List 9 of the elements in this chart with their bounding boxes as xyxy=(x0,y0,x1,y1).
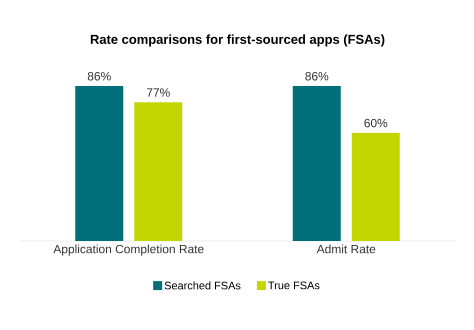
data-label: 60% xyxy=(364,118,388,128)
legend-label: True FSAs xyxy=(268,282,320,290)
chart-title: Rate comparisons for first-sourced apps (FSAs) xyxy=(90,34,384,46)
data-label: 86% xyxy=(305,72,328,80)
x-tick-label: Application Completion Rate xyxy=(53,244,204,256)
data-label: 86% xyxy=(88,72,111,80)
legend-label: Searched FSAs xyxy=(164,281,240,290)
data-label: 77% xyxy=(146,88,170,97)
x-tick-label: Admit Rate xyxy=(316,244,376,254)
